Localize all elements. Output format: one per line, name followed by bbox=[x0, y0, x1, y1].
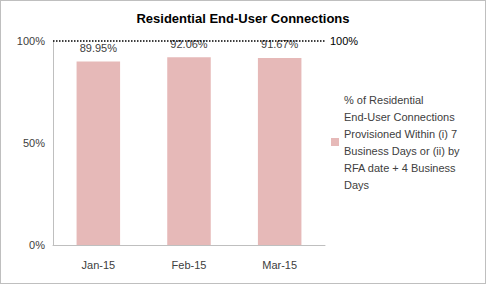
svg-text:92.06%: 92.06% bbox=[170, 38, 208, 50]
svg-text:Provisioned Within (i) 7: Provisioned Within (i) 7 bbox=[344, 128, 460, 140]
svg-text:Jan-15: Jan-15 bbox=[82, 259, 116, 271]
svg-text:Mar-15: Mar-15 bbox=[262, 259, 297, 271]
svg-text:RFA date + 4 Business: RFA date + 4 Business bbox=[344, 162, 459, 174]
svg-text:0%: 0% bbox=[29, 239, 45, 251]
svg-text:% of Residential: % of Residential bbox=[344, 94, 427, 106]
svg-text:Business Days or (ii) by: Business Days or (ii) by bbox=[344, 145, 463, 157]
svg-text:End-User Connections: End-User Connections bbox=[344, 111, 458, 123]
svg-text:100%: 100% bbox=[17, 35, 45, 47]
svg-text:Days: Days bbox=[344, 179, 370, 191]
svg-text:100%: 100% bbox=[330, 35, 358, 47]
svg-text:89.95%: 89.95% bbox=[80, 42, 118, 54]
svg-text:Residential End-User Connectio: Residential End-User Connections bbox=[136, 11, 349, 26]
svg-text:Feb-15: Feb-15 bbox=[172, 259, 207, 271]
svg-text:50%: 50% bbox=[23, 137, 45, 149]
svg-text:91.67%: 91.67% bbox=[261, 38, 299, 51]
